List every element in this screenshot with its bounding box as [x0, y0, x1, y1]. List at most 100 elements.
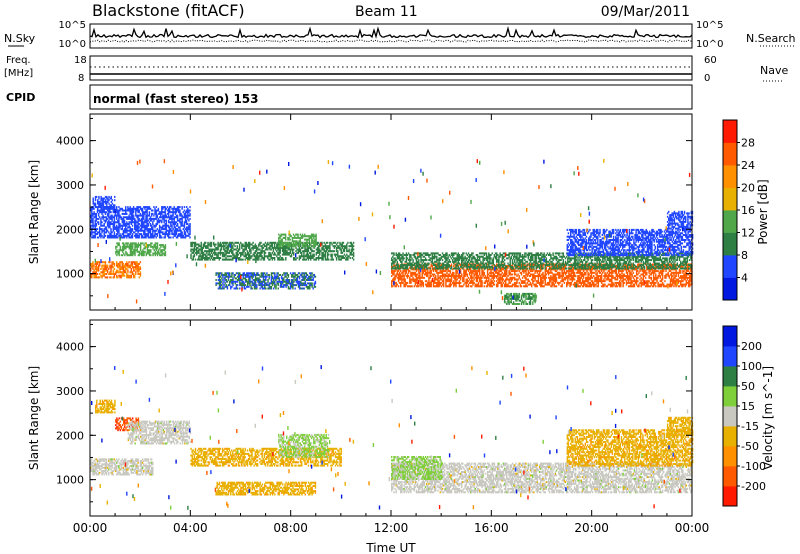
power-echo-cell: [351, 253, 354, 256]
power-echo-cell: [134, 254, 136, 257]
power-echo-cell: [403, 275, 405, 278]
power-echo-cell: [147, 252, 150, 255]
power-echo-cell: [506, 276, 508, 279]
power-echo-cell: [428, 266, 430, 269]
power-echo-cell: [491, 271, 493, 274]
power-echo-cell: [201, 253, 204, 256]
power-echo-cell: [175, 236, 178, 239]
power-echo-cell: [498, 270, 500, 273]
power-echo-cell: [261, 248, 263, 251]
power-echo-cell: [148, 231, 151, 234]
power-echo-cell: [155, 216, 157, 219]
power-echo-cell: [315, 238, 317, 241]
power-echo-cell: [108, 236, 110, 239]
power-echo-cell: [561, 283, 563, 286]
power-echo-cell: [217, 245, 219, 248]
power-echo-cell: [295, 243, 297, 246]
power-echo-cell: [164, 254, 167, 257]
power-echo-cell: [145, 236, 147, 239]
power-echo-cell: [175, 207, 178, 210]
power-echo-cell: [459, 271, 462, 274]
power-echo-cell: [271, 258, 274, 261]
power-echo-cell: [453, 280, 455, 283]
power-echo-cell: [493, 276, 496, 279]
power-echo-cell: [453, 273, 455, 276]
power-echo-cell: [246, 258, 249, 261]
power-echo-cell: [225, 243, 227, 246]
power-echo-cell: [330, 258, 332, 261]
power-echo-cell: [455, 270, 457, 273]
power-echo-cell: [414, 271, 417, 274]
power-echo-cell: [125, 247, 127, 250]
power-echo-cell: [569, 285, 571, 288]
power-echo-cell: [350, 250, 353, 253]
power-echo-cell: [122, 234, 125, 237]
power-echo-cell: [146, 249, 149, 252]
power-echo-cell: [263, 251, 266, 254]
power-echo-cell: [147, 214, 150, 217]
power-echo-cell: [498, 276, 500, 279]
power-echo-cell: [474, 285, 476, 288]
power-echo-cell: [218, 287, 221, 290]
power-echo-cell: [255, 245, 258, 248]
power-echo-cell: [256, 277, 258, 280]
power-echo-cell: [92, 199, 94, 202]
power-echo-cell: [135, 229, 137, 232]
power-echo-cell: [319, 250, 321, 253]
power-echo-cell: [135, 244, 137, 247]
power-echo-cell: [180, 221, 182, 224]
power-echo-cell: [295, 233, 297, 236]
power-echo-cell: [520, 273, 523, 276]
power-echo-cell: [112, 206, 115, 209]
power-echo-cell: [286, 284, 288, 287]
power-echo-cell: [223, 274, 225, 276]
power-echo-cell: [308, 287, 310, 290]
power-echo-cell: [341, 246, 344, 249]
power-echo-cell: [144, 228, 146, 231]
power-echo-cell: [152, 221, 154, 224]
power-echo-cell: [129, 229, 131, 232]
power-echo-cell: [146, 226, 148, 229]
power-echo-cell: [92, 219, 94, 222]
power-echo-cell: [302, 258, 304, 261]
power-echo-cell: [424, 273, 427, 276]
power-echo-cell: [510, 280, 513, 283]
power-echo-cell: [447, 285, 449, 288]
power-echo-cell: [164, 236, 166, 239]
power-echo-cell: [160, 244, 162, 247]
power-echo-cell: [393, 265, 395, 267]
power-echo-cell: [219, 248, 222, 251]
power-echo-cell: [185, 209, 188, 212]
power-echo-cell: [100, 228, 102, 231]
power-echo-cell: [352, 248, 355, 251]
power-echo-cell: [249, 272, 251, 275]
power-echo-cell: [248, 274, 250, 276]
power-echo-cell: [140, 228, 143, 231]
power-echo-cell: [432, 270, 435, 273]
power-echo-cell: [203, 241, 206, 244]
power-echo-cell: [127, 206, 129, 209]
power-echo-cell: [253, 245, 255, 248]
power-echo-cell: [146, 252, 149, 255]
power-echo-cell: [280, 280, 283, 283]
power-echo-cell: [180, 223, 182, 225]
power-echo-cell: [193, 243, 196, 246]
power-echo-cell: [163, 249, 166, 252]
power-echo-cell: [499, 273, 501, 276]
power-echo-cell: [319, 248, 321, 251]
power-echo-cell: [238, 246, 241, 249]
power-echo-cell: [149, 219, 152, 222]
power-echo-cell: [290, 243, 293, 246]
power-echo-cell: [181, 234, 183, 237]
power-echo-cell: [112, 204, 115, 207]
power-echo-cell: [527, 270, 530, 273]
power-echo-cell: [252, 245, 254, 248]
power-echo-cell: [103, 197, 106, 200]
power-echo-cell: [148, 212, 151, 215]
power-echo-cell: [146, 212, 148, 215]
power-echo-cell: [591, 276, 594, 279]
power-echo-cell: [479, 273, 481, 276]
power-echo-cell: [114, 204, 116, 207]
power-echo-cell: [191, 245, 193, 248]
power-echo-cell: [338, 246, 340, 249]
